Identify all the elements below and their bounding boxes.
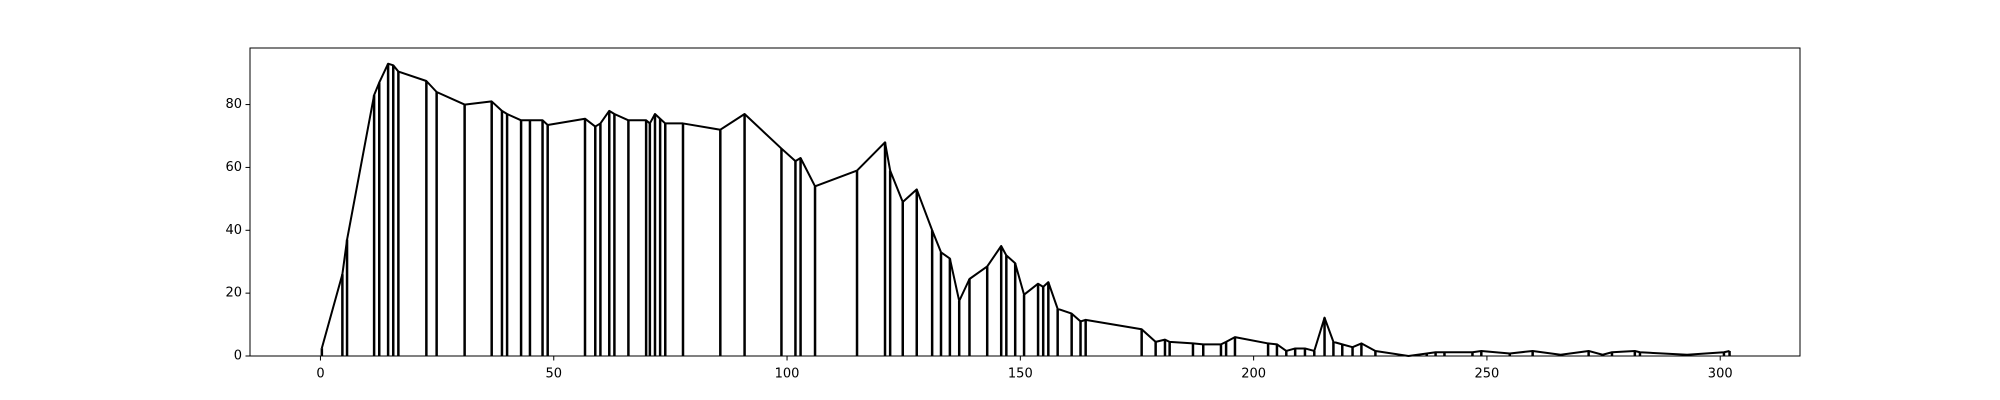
y-tick-label: 40 <box>225 223 242 238</box>
x-tick-label: 250 <box>1475 367 1500 382</box>
y-tick-label: 80 <box>225 97 242 112</box>
y-tick-label: 20 <box>225 286 242 301</box>
plot-frame <box>249 47 1801 357</box>
x-tick-label: 0 <box>316 367 324 382</box>
x-tick-label: 100 <box>775 367 800 382</box>
y-tick-label: 60 <box>225 160 242 175</box>
x-tick-label: 300 <box>1708 367 1733 382</box>
line <box>320 62 1730 357</box>
x-tick-label: 50 <box>545 367 562 382</box>
x-tick-label: 150 <box>1008 367 1033 382</box>
y-tick-label: 0 <box>234 349 242 364</box>
x-tick-label: 200 <box>1241 367 1266 382</box>
